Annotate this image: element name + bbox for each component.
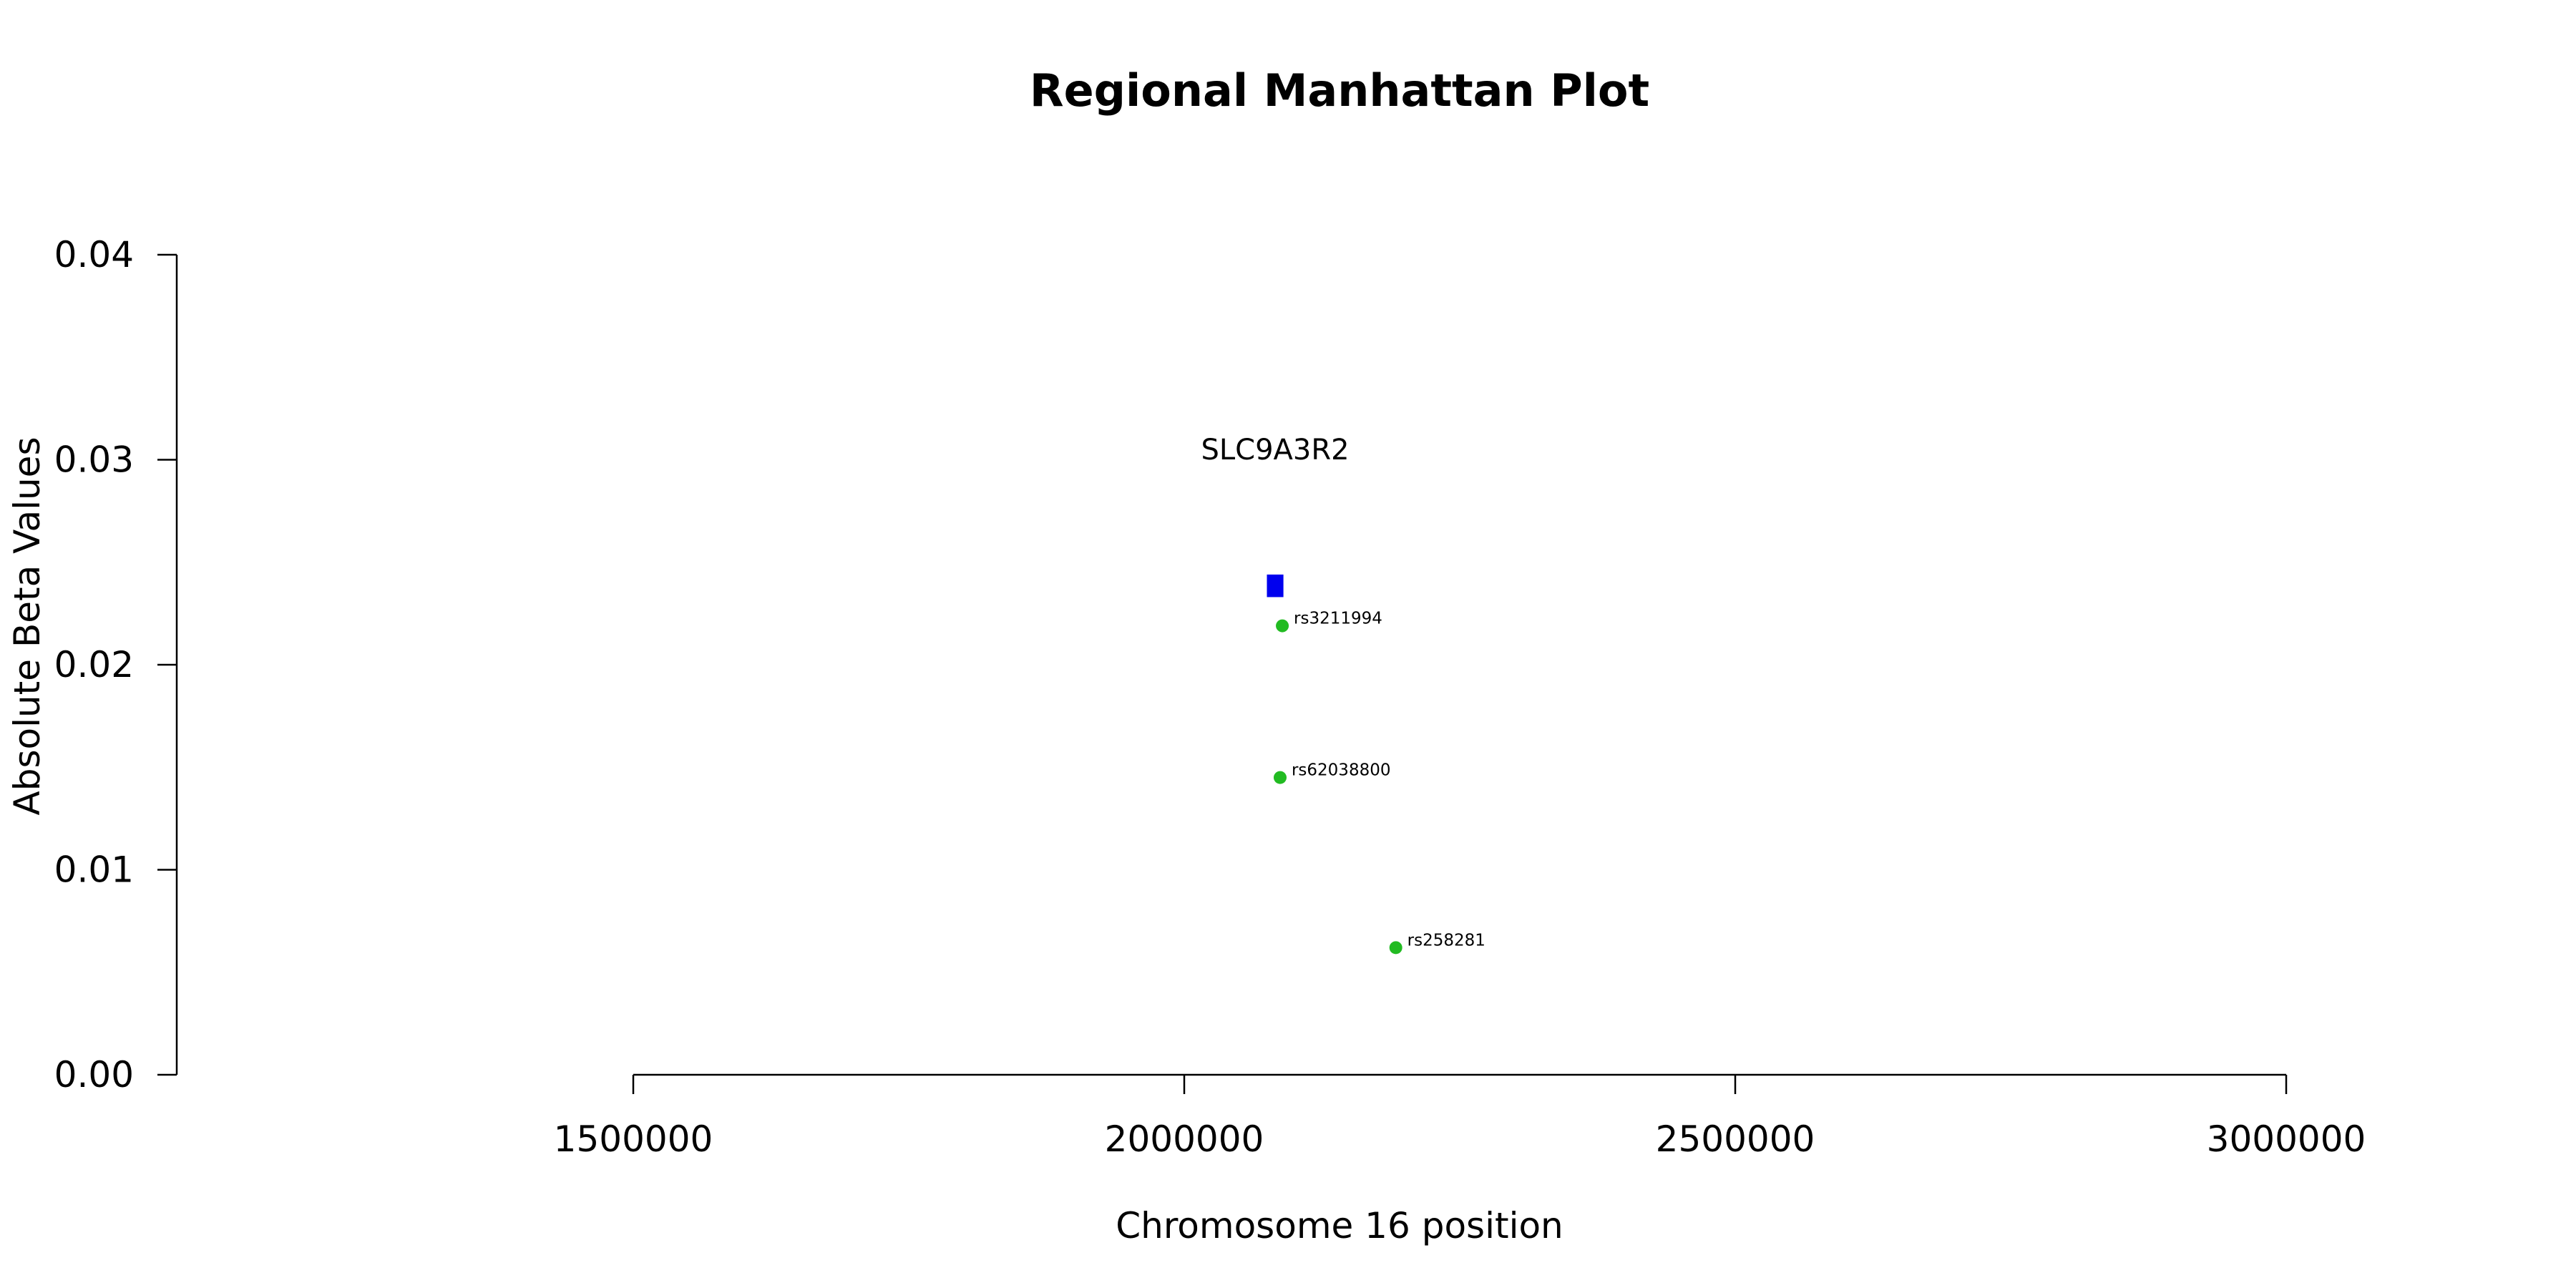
gene-box: [1267, 574, 1284, 597]
snp-point: [1276, 619, 1289, 633]
y-tick-label: 0.00: [54, 1054, 134, 1096]
x-tick-label: 2000000: [1105, 1118, 1264, 1160]
y-tick-label: 0.04: [54, 234, 134, 275]
y-tick-label: 0.01: [54, 849, 134, 891]
snp-label: rs3211994: [1294, 610, 1382, 628]
y-axis: 0.00 0.01 0.02 0.03 0.04: [54, 234, 178, 1096]
snp-points: rs3211994 rs62038800 rs258281: [1273, 610, 1485, 955]
y-tick-label: 0.03: [54, 439, 134, 481]
snp-point: [1273, 771, 1287, 784]
x-axis-label: Chromosome 16 position: [1116, 1205, 1563, 1246]
x-tick-label: 2500000: [1656, 1118, 1815, 1160]
y-axis-label: Absolute Beta Values: [6, 437, 48, 816]
gene-label: SLC9A3R2: [1201, 434, 1349, 467]
chart-title: Regional Manhattan Plot: [1030, 64, 1649, 117]
x-tick-label: 3000000: [2207, 1118, 2366, 1160]
snp-label: rs62038800: [1292, 761, 1391, 780]
x-tick-label: 1500000: [554, 1118, 713, 1160]
y-tick-label: 0.02: [54, 644, 134, 686]
gene-track: SLC9A3R2: [1201, 434, 1350, 597]
x-axis: 1500000 2000000 2500000 3000000: [554, 1073, 2366, 1160]
snp-label: rs258281: [1407, 931, 1485, 950]
snp-point: [1389, 941, 1402, 955]
